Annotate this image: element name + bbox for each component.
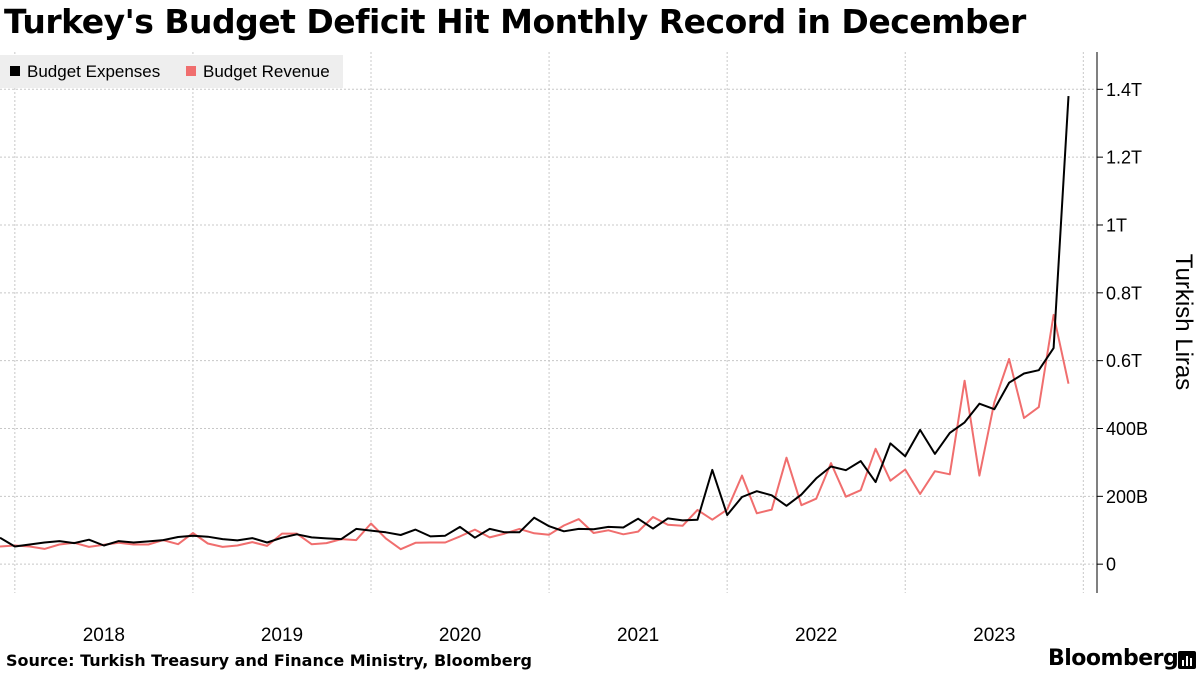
y-tick-label: 0.8T bbox=[1106, 283, 1142, 303]
y-axis-title: Turkish Liras bbox=[1170, 254, 1197, 390]
series-line-budget-revenue bbox=[0, 313, 1070, 551]
y-tick-label: 200B bbox=[1106, 487, 1148, 507]
source-note: Source: Turkish Treasury and Finance Min… bbox=[6, 651, 532, 670]
y-tick-label: 0.6T bbox=[1106, 351, 1142, 371]
bloomberg-logo: Bloomberg bbox=[1048, 646, 1179, 671]
legend: Budget Expenses Budget Revenue bbox=[0, 55, 343, 88]
x-tick-label: 2018 bbox=[83, 625, 125, 646]
y-tick-label: 1T bbox=[1106, 215, 1127, 235]
bloomberg-terminal-icon bbox=[1178, 651, 1196, 669]
legend-label: Budget Expenses bbox=[27, 62, 160, 81]
x-tick-label: 2019 bbox=[261, 625, 303, 646]
y-tick-label: 1.4T bbox=[1106, 80, 1142, 100]
chart-title: Turkey's Budget Deficit Hit Monthly Reco… bbox=[4, 2, 1026, 41]
grid-lines bbox=[0, 52, 1097, 593]
x-tick-label: 2020 bbox=[439, 625, 481, 646]
y-tick-label: 0 bbox=[1106, 555, 1116, 575]
axes bbox=[1096, 52, 1103, 593]
series-lines bbox=[0, 96, 1070, 551]
legend-swatch bbox=[10, 66, 20, 76]
x-tick-label: 2023 bbox=[973, 625, 1015, 646]
y-tick-label: 1.2T bbox=[1106, 148, 1142, 168]
legend-swatch bbox=[186, 66, 196, 76]
axis-labels: 0 200B 400B 0.6T 0.8T 1T 1.2T 1.4T 2018 2019 2020 2… bbox=[83, 80, 1197, 646]
x-tick-label: 2021 bbox=[617, 625, 659, 646]
series-line-budget-expenses bbox=[0, 96, 1070, 548]
legend-label: Budget Revenue bbox=[203, 62, 330, 81]
legend-background bbox=[0, 55, 343, 88]
y-tick-label: 400B bbox=[1106, 419, 1148, 439]
x-tick-label: 2022 bbox=[795, 625, 837, 646]
